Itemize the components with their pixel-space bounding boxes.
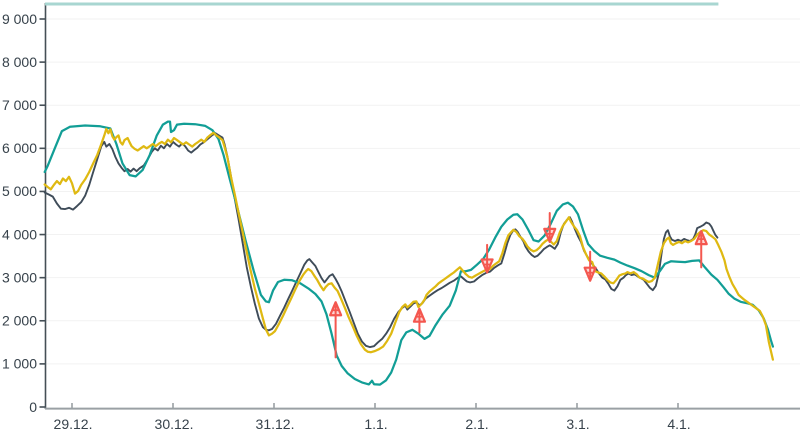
x-tick-label: 2.1. <box>465 416 488 432</box>
y-tick-label: 9 000 <box>2 11 37 27</box>
y-tick-label: 7 000 <box>2 97 37 113</box>
x-tick-label: 1.1. <box>364 416 387 432</box>
y-tick-label: 0 <box>29 399 37 415</box>
x-tick-label: 29.12. <box>54 416 93 432</box>
y-tick-label: 6 000 <box>2 140 37 156</box>
teal-line <box>43 120 775 386</box>
down-arrow-annotation-head <box>480 258 494 274</box>
x-tick-label: 4.1. <box>667 416 690 432</box>
y-tick-label: 5 000 <box>2 183 37 199</box>
yellow-line <box>43 127 775 361</box>
y-tick-label: 2 000 <box>2 313 37 329</box>
up-arrow-annotation-head <box>412 307 427 323</box>
x-tick-label: 3.1. <box>566 416 589 432</box>
x-tick-label: 30.12. <box>155 416 194 432</box>
y-tick-label: 3 000 <box>2 269 37 285</box>
up-arrow-annotation-head <box>329 301 343 317</box>
up-arrow-annotation-head <box>694 230 708 246</box>
y-tick-label: 8 000 <box>2 54 37 70</box>
down-arrow-annotation-head <box>543 227 557 243</box>
y-tick-label: 1 000 <box>2 356 37 372</box>
x-tick-label: 31.12. <box>256 416 295 432</box>
down-arrow-annotation-head <box>583 266 597 282</box>
y-tick-label: 4 000 <box>2 226 37 242</box>
